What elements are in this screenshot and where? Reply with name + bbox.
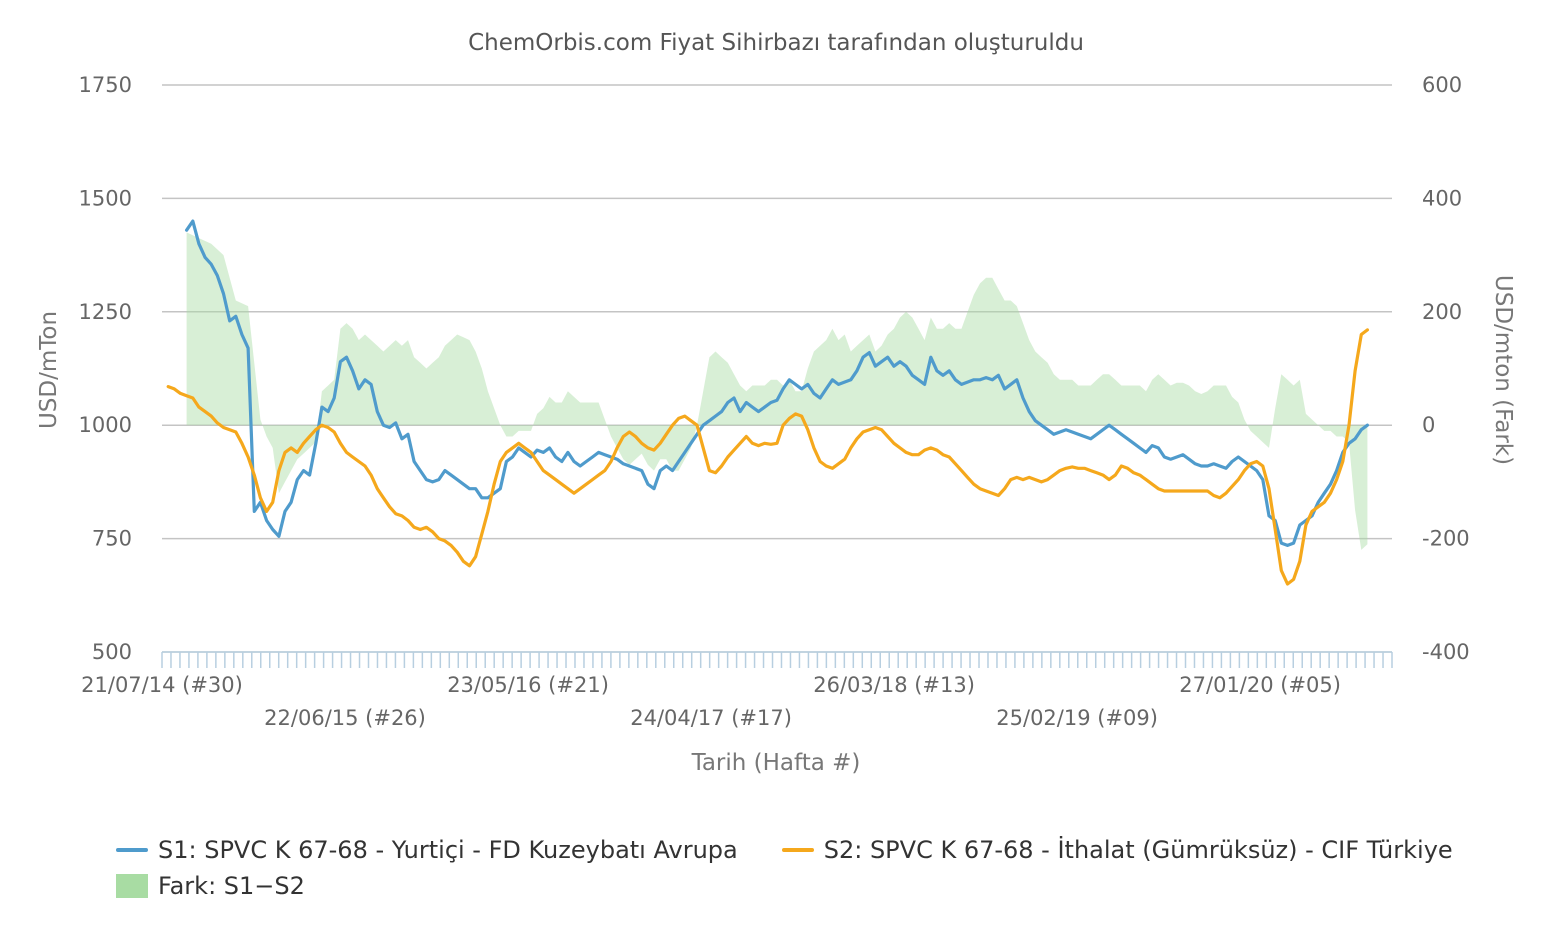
y-right-tick-label: 600 bbox=[1422, 73, 1462, 97]
y-right-tick-label: -200 bbox=[1422, 527, 1470, 551]
y-left-tick-label: 1750 bbox=[79, 73, 132, 97]
legend-item-fark[interactable]: Fark: S1−S2 bbox=[116, 872, 305, 900]
y-left-tick-label: 1000 bbox=[79, 413, 132, 437]
y-axis-left-title: USD/mTon bbox=[36, 311, 62, 429]
legend-swatch-s1 bbox=[116, 848, 148, 852]
x-tick-label: 27/01/20 (#05) bbox=[1179, 673, 1341, 697]
y-left-tick-label: 750 bbox=[92, 527, 132, 551]
y-right-tick-label: 0 bbox=[1422, 413, 1435, 437]
x-tick-label: 26/03/18 (#13) bbox=[813, 673, 975, 697]
legend-swatch-fark bbox=[116, 874, 148, 898]
chart-title: ChemOrbis.com Fiyat Sihirbazı tarafından… bbox=[468, 30, 1084, 56]
x-tick-label: 25/02/19 (#09) bbox=[996, 706, 1158, 730]
series-s2-line bbox=[166, 328, 1369, 586]
y-left-tick-label: 500 bbox=[92, 640, 132, 664]
axis-layer: 500 750 1000 1250 1500 1750 -400 -200 0 200 400 600… bbox=[79, 73, 1470, 730]
line-layer bbox=[166, 219, 1369, 586]
legend-label-s2: S2: SPVC K 67-68 - İthalat (Gümrüksüz) -… bbox=[823, 836, 1453, 864]
x-tick-label: 21/07/14 (#30) bbox=[81, 673, 243, 697]
legend-item-s1[interactable]: S1: SPVC K 67-68 - Yurtiçi - FD Kuzeybat… bbox=[116, 836, 738, 864]
y-right-tick-label: 400 bbox=[1422, 186, 1462, 210]
legend-item-s2[interactable]: S2: SPVC K 67-68 - İthalat (Gümrüksüz) -… bbox=[781, 836, 1453, 864]
legend: S1: SPVC K 67-68 - Yurtiçi - FD Kuzeybat… bbox=[116, 832, 1516, 904]
x-tick-label: 23/05/16 (#21) bbox=[447, 673, 609, 697]
series-fark-area bbox=[186, 232, 1368, 550]
x-tick-label: 24/04/17 (#17) bbox=[630, 706, 792, 730]
x-axis-title: Tarih (Hafta #) bbox=[691, 750, 861, 776]
y-left-tick-label: 1250 bbox=[79, 300, 132, 324]
legend-label-s1: S1: SPVC K 67-68 - Yurtiçi - FD Kuzeybat… bbox=[158, 836, 738, 864]
x-tick-label: 22/06/15 (#26) bbox=[264, 706, 426, 730]
legend-swatch-s2 bbox=[781, 848, 814, 852]
y-right-tick-label: 200 bbox=[1422, 300, 1462, 324]
area-layer bbox=[186, 232, 1368, 550]
legend-label-fark: Fark: S1−S2 bbox=[158, 872, 305, 900]
y-left-tick-label: 1500 bbox=[79, 186, 132, 210]
series-s1-line bbox=[185, 219, 1369, 547]
y-axis-right-title: USD/mton (Fark) bbox=[1490, 275, 1516, 465]
y-right-tick-label: -400 bbox=[1422, 640, 1470, 664]
